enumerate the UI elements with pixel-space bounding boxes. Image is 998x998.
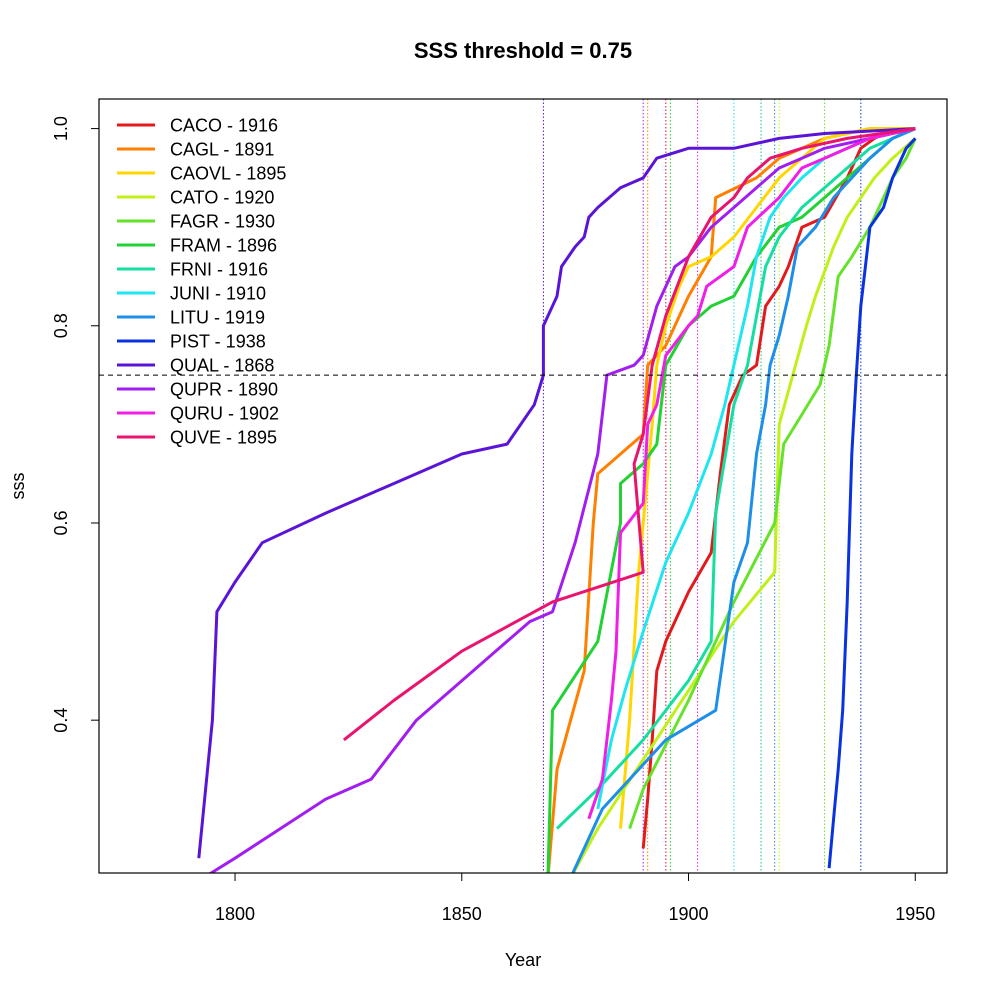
- legend-item-0: CACO - 1916: [117, 116, 278, 136]
- legend-label-11: QUPR - 1890: [170, 380, 278, 400]
- legend-item-7: JUNI - 1910: [117, 284, 266, 304]
- legend-item-5: FRAM - 1896: [117, 236, 277, 256]
- legend-item-2: CAOVL - 1895: [117, 164, 286, 184]
- x-tick-label-1: 1850: [442, 904, 482, 924]
- series-line-8: [571, 127, 916, 873]
- x-tick-label-3: 1950: [895, 904, 935, 924]
- plot-frame: [98, 98, 948, 874]
- x-axis-label: Year: [505, 950, 541, 970]
- legend-item-3: CATO - 1920: [117, 188, 274, 208]
- legend-label-12: QURU - 1902: [170, 404, 279, 424]
- series-line-3: [571, 137, 917, 873]
- y-tick-label-1: 0.6: [51, 510, 71, 535]
- series-line-13: [342, 127, 916, 742]
- series-line-4: [628, 137, 917, 830]
- legend-item-8: LITU - 1919: [117, 308, 265, 328]
- y-axis-label: sss: [8, 473, 28, 500]
- series-line-12: [587, 127, 916, 820]
- legend-item-1: CAGL - 1891: [117, 140, 274, 160]
- legend-label-4: FAGR - 1930: [170, 212, 275, 232]
- series-line-6: [555, 127, 916, 830]
- y-tick-label-0: 0.4: [51, 708, 71, 733]
- legend-item-13: QUVE - 1895: [117, 428, 277, 448]
- legend-item-11: QUPR - 1890: [117, 380, 278, 400]
- y-tick-label-3: 1.0: [51, 116, 71, 141]
- series-line-5: [546, 127, 916, 873]
- x-tick-label-0: 1800: [215, 904, 255, 924]
- legend-label-3: CATO - 1920: [170, 188, 274, 208]
- chart-title: SSS threshold = 0.75: [414, 38, 632, 63]
- series-line-10: [197, 127, 916, 859]
- legend-label-8: LITU - 1919: [170, 308, 265, 328]
- series-line-11: [208, 127, 916, 873]
- legend-item-4: FAGR - 1930: [117, 212, 275, 232]
- y-tick-label-2: 0.8: [51, 313, 71, 338]
- legend-item-10: QUAL - 1868: [117, 356, 274, 376]
- legend-item-9: PIST - 1938: [117, 332, 266, 352]
- series-line-9: [827, 137, 917, 869]
- y-axis: 0.4 0.6 0.8 1.0: [51, 116, 99, 733]
- legend-label-7: JUNI - 1910: [170, 284, 266, 304]
- legend-label-5: FRAM - 1896: [170, 236, 277, 256]
- legend-label-6: FRNI - 1916: [170, 260, 268, 280]
- x-tick-label-2: 1900: [668, 904, 708, 924]
- legend-item-12: QURU - 1902: [117, 404, 279, 424]
- legend-label-0: CACO - 1916: [170, 116, 278, 136]
- series-lines: [197, 127, 917, 873]
- legend-label-10: QUAL - 1868: [170, 356, 274, 376]
- series-line-2: [619, 127, 916, 829]
- legend-item-6: FRNI - 1916: [117, 260, 268, 280]
- legend-label-9: PIST - 1938: [170, 332, 266, 352]
- legend-label-1: CAGL - 1891: [170, 140, 274, 160]
- legend: CACO - 1916 CAGL - 1891 CAOVL - 1895 CATO -…: [117, 116, 286, 448]
- legend-label-13: QUVE - 1895: [170, 428, 277, 448]
- x-axis: 1800 1850 1900 1950: [215, 873, 935, 924]
- legend-label-2: CAOVL - 1895: [170, 164, 286, 184]
